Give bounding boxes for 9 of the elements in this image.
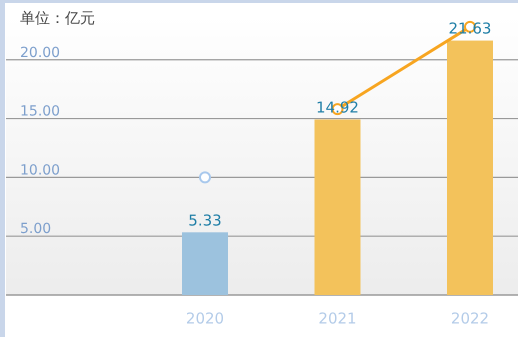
y-tick-label: 5.00 — [20, 221, 52, 238]
y-tick-label: 20.00 — [20, 44, 60, 61]
y-tick-label: 10.00 — [20, 162, 60, 178]
y-axis-title: 单位：亿元 — [20, 9, 95, 27]
x-tick-label: 2021 — [318, 309, 357, 328]
x-tick-label: 2020 — [186, 309, 224, 328]
x-tick-label: 2022 — [450, 309, 490, 328]
y-tick-label: 15.00 — [20, 104, 60, 120]
data-label: 5.33 — [188, 211, 222, 230]
